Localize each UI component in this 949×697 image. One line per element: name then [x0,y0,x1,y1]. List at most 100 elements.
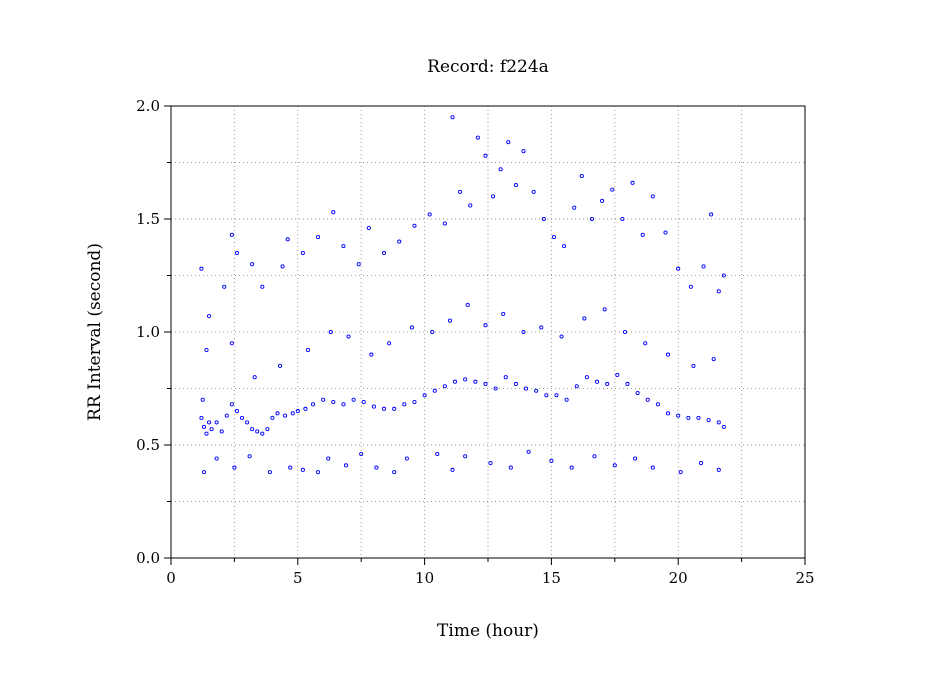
data-point [361,400,366,405]
data-point [404,456,409,461]
data-point [300,250,305,255]
data-point [716,467,721,472]
data-point [640,232,645,237]
data-point [625,381,630,387]
data-point [295,409,300,414]
data-point [232,465,237,470]
data-point [316,235,321,240]
data-point [229,341,234,346]
data-point [655,402,660,407]
chart-title: Record: f224a [427,57,549,77]
data-point [475,135,480,140]
data-point [432,388,437,393]
data-point [422,393,427,398]
y-axis-title: RR Interval (second) [85,243,105,421]
data-point [493,386,498,391]
data-point [541,216,546,222]
y-tick-label: 0.5 [136,436,160,454]
data-point [450,115,455,120]
data-point [688,284,693,289]
data-point [275,411,280,416]
data-point [716,420,721,425]
data-point [498,167,503,172]
data-point [488,461,493,466]
data-point [549,458,554,463]
data-point [643,341,648,346]
data-point [381,406,387,411]
data-point [559,334,564,339]
data-point [331,210,336,215]
data-point [409,325,414,330]
data-point [483,153,488,158]
data-point [531,189,536,194]
data-point [523,386,529,391]
data-point [678,470,683,475]
data-point [430,329,435,335]
data-point [234,409,239,414]
data-point [513,183,518,188]
data-point [686,415,691,420]
data-point [260,431,265,436]
data-point [214,456,219,461]
data-point [620,216,625,222]
data-point [506,140,511,145]
data-point [206,314,212,319]
data-point [513,381,518,387]
data-point [343,463,349,468]
y-tick-label: 0.0 [136,549,160,567]
data-point [508,465,513,470]
data-point [412,223,417,228]
data-point [564,397,569,402]
data-point [280,264,285,269]
data-point [721,273,726,278]
data-point [450,467,455,472]
data-point [331,400,336,405]
data-point [351,397,356,402]
data-point [663,230,668,235]
data-point [521,329,526,335]
data-point [701,264,706,269]
x-tick-label: 0 [166,569,176,587]
data-point [387,341,392,346]
data-point [219,429,224,434]
data-point [199,266,204,271]
data-point [602,307,607,312]
axis-ticks: 0 5 10 15 20 25 0.0 0.5 1.0 1.5 2.0 [136,97,814,587]
data-point [650,194,655,199]
data-point [645,397,650,402]
data-point [574,384,579,389]
data-point [359,451,364,457]
data-point [200,397,205,402]
data-point [584,375,589,380]
data-point [204,431,209,436]
data-point [341,402,346,407]
data-point [622,329,627,335]
data-point [716,289,721,294]
data-point [229,402,234,407]
data-point [463,454,468,459]
data-point [245,420,250,425]
x-tick-label: 15 [542,569,561,587]
data-point [397,239,402,244]
x-tick-label: 25 [795,569,814,587]
data-point [265,427,270,432]
data-point [666,352,671,357]
data-point [305,348,310,353]
data-point [310,402,316,407]
data-point [321,397,326,402]
data-point [435,451,440,457]
data-point [605,381,610,387]
data-point [247,454,252,459]
data-point [402,402,407,407]
data-point [633,456,638,461]
data-point [214,420,219,425]
data-point [592,454,597,459]
data-point [447,318,453,323]
data-point [526,449,531,454]
data-point [392,406,397,411]
data-point [709,212,714,217]
data-point [521,149,526,154]
x-tick-label: 20 [669,569,688,587]
data-point [721,424,726,429]
data-point [326,456,331,461]
